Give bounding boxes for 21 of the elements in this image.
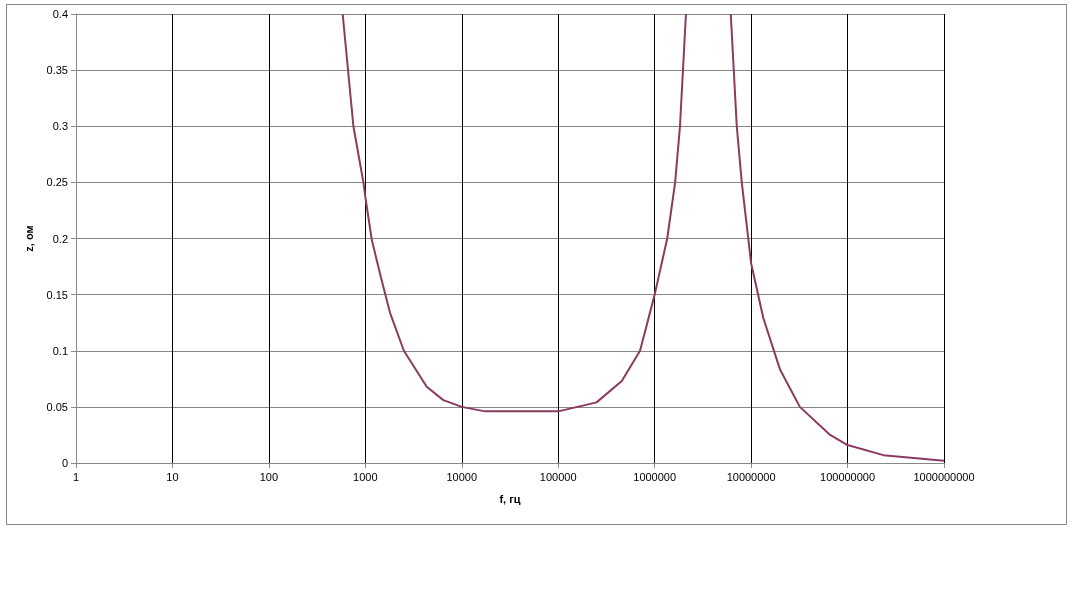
y-axis-title: z, ом	[22, 225, 35, 252]
y-tick-label: 0.05	[46, 400, 68, 413]
x-tick-label: 1000000000	[913, 470, 975, 483]
x-axis-title: f, гц	[499, 492, 521, 505]
y-tick-label: 0.3	[52, 120, 68, 133]
x-tick-label: 100000000	[820, 470, 876, 483]
y-tick-label: 0.15	[46, 288, 68, 301]
x-tick-label: 1	[72, 470, 80, 483]
x-tick-label: 10000	[446, 470, 478, 483]
y-tick-label: 0.25	[46, 176, 68, 189]
x-tick-label: 1000	[353, 470, 378, 483]
x-tick-label: 1000000	[633, 470, 677, 483]
y-tick-label: 0.2	[52, 232, 68, 245]
y-tick-label: 0	[61, 457, 68, 469]
x-tick-label: 100	[259, 470, 279, 483]
x-tick-label: 100000	[539, 470, 577, 483]
x-tick-label: 10000000	[726, 470, 776, 483]
y-tick-label: 0.35	[46, 64, 68, 77]
y-tick-label: 0.4	[52, 8, 68, 20]
x-tick-label: 10	[166, 470, 179, 483]
y-tick-label: 0.1	[52, 344, 68, 357]
